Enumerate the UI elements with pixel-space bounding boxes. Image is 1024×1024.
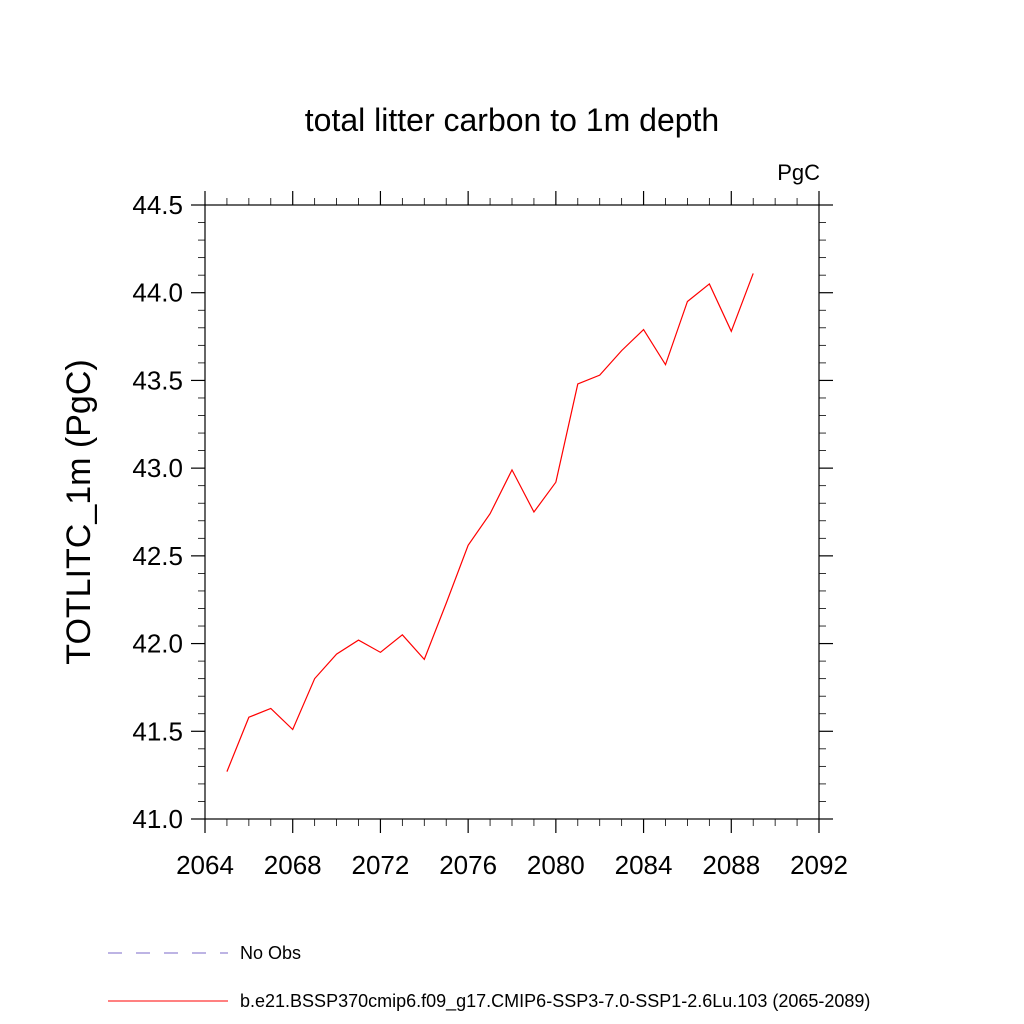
x-tick-label: 2088 [702,850,760,880]
chart-title: total litter carbon to 1m depth [305,102,719,138]
legend-series-label: b.e21.BSSP370cmip6.f09_g17.CMIP6-SSP3-7.… [240,991,870,1012]
y-tick-label: 43.5 [132,365,183,395]
y-tick-label: 44.5 [132,190,183,220]
y-tick-label: 42.0 [132,629,183,659]
legend-no-obs-label: No Obs [240,943,301,963]
x-tick-label: 2068 [264,850,322,880]
y-tick-label: 41.5 [132,716,183,746]
y-axis-label: TOTLITC_1m (PgC) [60,359,98,664]
legend: No Obs b.e21.BSSP370cmip6.f09_g17.CMIP6-… [108,943,870,1012]
x-tick-label: 2084 [615,850,673,880]
y-tick-label: 44.0 [132,278,183,308]
tick-labels: 2064 2068 2072 2076 2080 2084 2088 2092 41.0 41.5… [132,190,848,880]
plot-frame [204,204,820,820]
axis-ticks [191,191,833,833]
y-tick-label: 42.5 [132,541,183,571]
x-tick-label: 2076 [439,850,497,880]
x-tick-label: 2064 [176,850,234,880]
x-tick-label: 2092 [790,850,848,880]
series-line-0 [226,273,754,772]
y-tick-label: 41.0 [132,804,183,834]
series-group [226,273,754,772]
x-tick-label: 2072 [352,850,410,880]
y-tick-label: 43.0 [132,453,183,483]
x-tick-label: 2080 [527,850,585,880]
units-label: PgC [777,160,820,185]
